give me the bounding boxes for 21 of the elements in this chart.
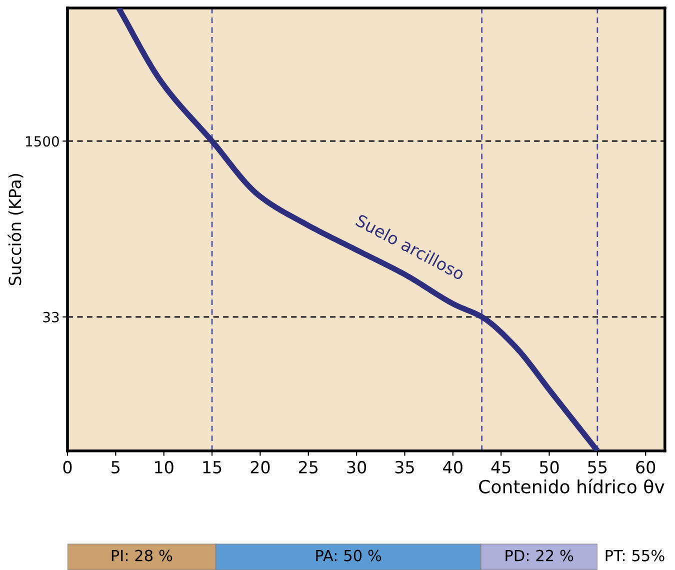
x-tick-label: 20	[250, 460, 270, 474]
x-tick-label: 10	[155, 460, 174, 474]
x-tick-label: 0	[63, 460, 72, 474]
x-tick-label: 30	[347, 460, 366, 474]
x-tick-label: 50	[540, 460, 559, 474]
x-tick-label: 60	[636, 460, 656, 474]
x-tick-label: 55	[588, 461, 607, 474]
x-tick-label: 5	[112, 461, 120, 474]
y-tick-label: 1500	[26, 136, 59, 147]
y-tick-label: 33	[43, 312, 59, 322]
x-axis-title: Contenido hídrico θv	[479, 478, 664, 494]
y-axis-title: Succión (KPa)	[8, 174, 24, 286]
x-tick-label: 40	[443, 460, 462, 474]
data-label: PI: 28 %	[112, 550, 172, 562]
data-label: PA: 50 %	[316, 550, 382, 562]
text: PT: 55%	[606, 550, 664, 562]
x-tick-label: 35	[395, 460, 414, 474]
data-label: PD: 22 %	[506, 550, 574, 562]
x-tick-label: 25	[298, 460, 318, 474]
x-tick-label: 45	[491, 461, 510, 474]
x-tick-label: 15	[203, 461, 222, 474]
